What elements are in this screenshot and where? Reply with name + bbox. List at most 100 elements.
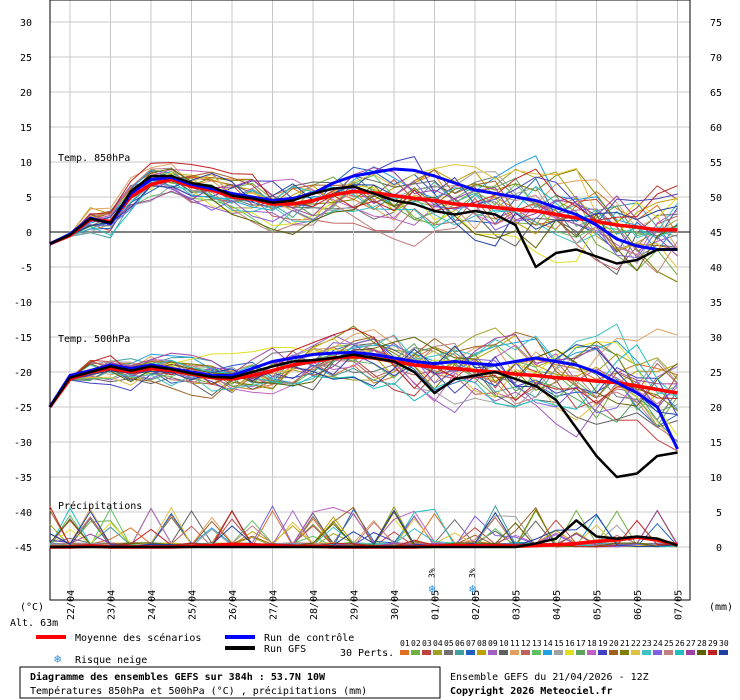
left-tick-label: -40: [14, 508, 32, 519]
pert-color-swatch: [631, 650, 640, 655]
pert-number: 30: [719, 639, 729, 648]
left-tick-label: 30: [20, 18, 32, 29]
pert-color-swatch: [609, 650, 618, 655]
info-box: [445, 667, 730, 698]
pert-number: 01: [400, 639, 410, 648]
chart-title: Diagramme des ensembles GEFS sur 384h : …: [30, 671, 326, 683]
series-line-t850-mean: [49, 177, 678, 246]
right-tick-label: 0: [716, 543, 722, 554]
pert-number: 28: [697, 639, 707, 648]
perturbation-line: [49, 344, 678, 415]
x-tick-label: 22/04: [66, 590, 77, 620]
right-tick-label: 10: [710, 473, 722, 484]
snow-percent: 3%: [468, 568, 477, 578]
legend-label-gfs: Run GFS: [264, 644, 306, 655]
right-tick-label: 65: [710, 88, 722, 99]
pert-color-swatch: [653, 650, 662, 655]
pert-color-swatch: [411, 650, 420, 655]
pert-color-swatch: [620, 650, 629, 655]
title-box: [19, 666, 441, 699]
left-tick-label: 25: [20, 53, 32, 64]
main-series: [48, 167, 679, 549]
left-tick-label: -45: [14, 543, 32, 554]
pert-number: 12: [521, 639, 531, 648]
pert-number: 08: [477, 639, 487, 648]
pert-color-swatch: [433, 650, 442, 655]
right-tick-label: 35: [710, 298, 722, 309]
pert-color-swatch: [565, 650, 574, 655]
perturbation-line: [49, 327, 678, 408]
x-tick-label: 02/05: [471, 590, 482, 620]
x-tick-label: 06/05: [633, 590, 644, 620]
legend: Moyenne des scénarios Run de contrôle Ru…: [36, 632, 729, 666]
pert-color-swatch: [719, 650, 728, 655]
left-tick-label: 10: [20, 158, 32, 169]
perturbation-line: [49, 168, 678, 257]
x-tick-label: 07/05: [674, 590, 685, 620]
pert-color-swatch: [675, 650, 684, 655]
right-tick-label: 75: [710, 18, 722, 29]
series-line-t850-control: [49, 167, 678, 251]
perturbation-line: [49, 163, 678, 249]
pert-number: 22: [631, 639, 641, 648]
pert-number: 16: [565, 639, 575, 648]
right-tick-label: 25: [710, 368, 722, 379]
right-tick-label: 30: [710, 333, 722, 344]
legend-label-control: Run de contrôle: [264, 632, 354, 644]
left-tick-label: 0: [26, 228, 32, 239]
right-unit-label: (mm): [709, 602, 733, 613]
run-info: Ensemble GEFS du 21/04/2026 - 12Z: [450, 672, 649, 683]
pert-number: 02: [411, 639, 421, 648]
pert-number: 18: [587, 639, 597, 648]
legend-label-snow: Risque neige: [75, 655, 147, 666]
pert-color-swatch: [444, 650, 453, 655]
pert-color-swatch: [422, 650, 431, 655]
pert-color-swatch: [521, 650, 530, 655]
series-line-precip-gfs: [49, 519, 678, 549]
series-line-t500-control: [48, 350, 679, 450]
pert-number: 15: [554, 639, 564, 648]
snow-percent: 3%: [428, 568, 437, 578]
perturbation-line: [49, 323, 678, 407]
left-tick-label: -15: [14, 333, 32, 344]
pert-number: 21: [620, 639, 630, 648]
right-tick-label: 15: [710, 438, 722, 449]
pert-number: 26: [675, 639, 685, 648]
snow-markers: 3% ❄ 3% ❄: [428, 568, 478, 596]
perturbation-line: [49, 172, 678, 264]
altitude-label: Alt. 63m: [10, 618, 58, 629]
pert-color-swatch: [477, 650, 486, 655]
chart-subtitle: Températures 850hPa et 500hPa (°C) , pré…: [30, 685, 367, 697]
x-tick-label: 23/04: [107, 590, 118, 620]
pert-number: 14: [543, 639, 553, 648]
left-tick-label: -25: [14, 403, 32, 414]
x-tick-label: 01/05: [431, 590, 442, 620]
x-tick-label: 30/04: [390, 590, 401, 620]
x-tick-label: 03/05: [512, 590, 523, 620]
left-tick-label: 20: [20, 88, 32, 99]
pert-color-swatch: [488, 650, 497, 655]
x-tick-label: 29/04: [350, 590, 361, 620]
pert-color-swatch: [642, 650, 651, 655]
perturbation-line: [49, 172, 678, 247]
pert-color-swatch: [499, 650, 508, 655]
pert-color-swatch: [455, 650, 464, 655]
pert-color-swatch: [400, 650, 409, 655]
perturbation-line: [49, 331, 678, 409]
plot-frame: [49, 0, 691, 601]
series-line-t850-gfs: [49, 174, 678, 269]
pert-number: 03: [422, 639, 432, 648]
pert-number: 20: [609, 639, 619, 648]
perturbation-line: [49, 162, 678, 245]
snowflake-icon: ❄: [54, 652, 61, 666]
pert-color-swatch: [543, 650, 552, 655]
perturbation-line: [49, 334, 678, 438]
perturbation-line: [49, 167, 678, 257]
left-tick-label: -30: [14, 438, 32, 449]
x-tick-label: 25/04: [188, 590, 199, 620]
right-tick-label: 40: [710, 263, 722, 274]
pert-number: 05: [444, 639, 454, 648]
right-tick-label: 70: [710, 53, 722, 64]
legend-perts-label: 30 Perts.: [340, 648, 394, 659]
pert-number: 06: [455, 639, 465, 648]
